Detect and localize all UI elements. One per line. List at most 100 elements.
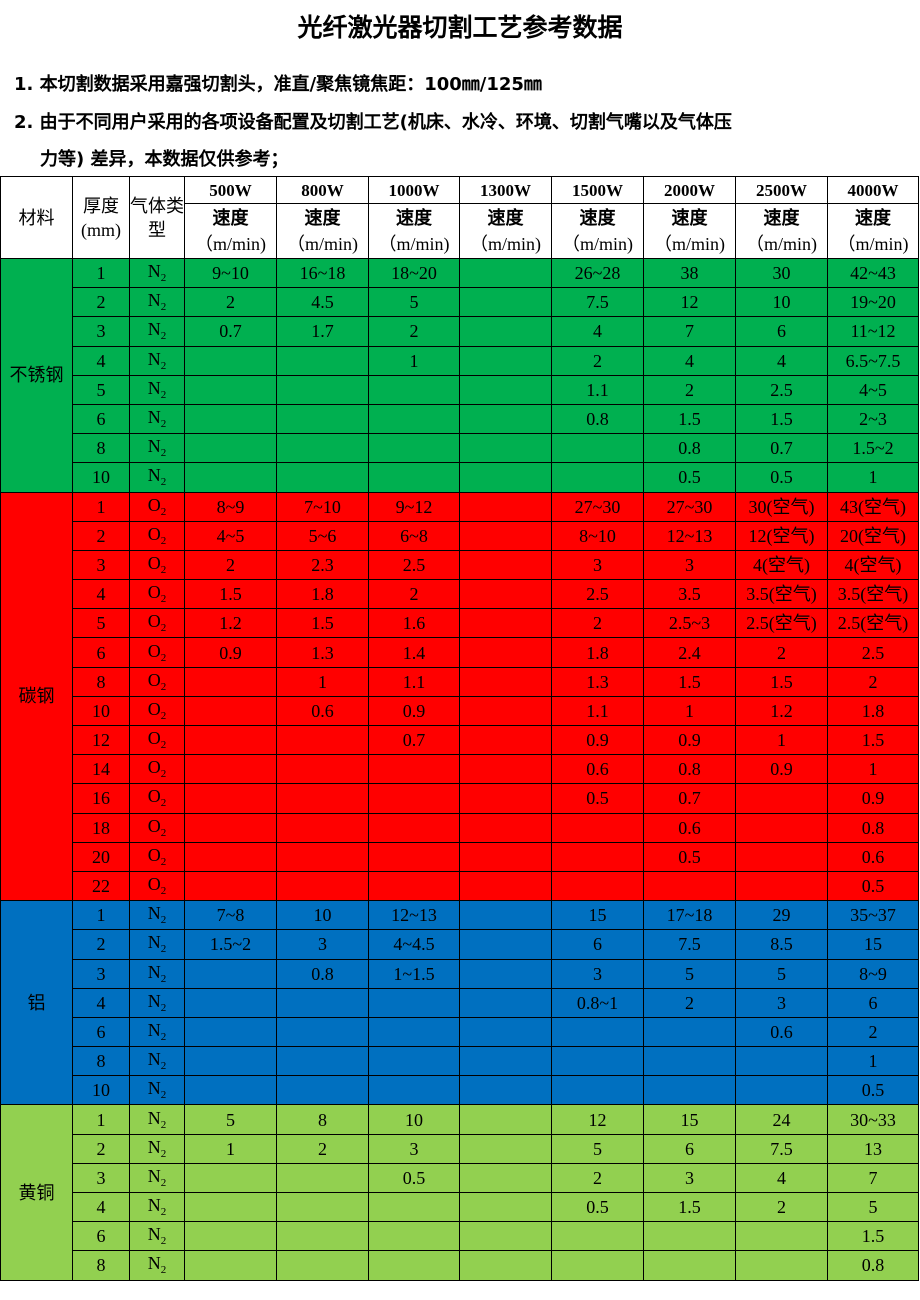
speed-cell [551,1221,644,1252]
speed-label: 速度 [579,208,616,228]
speed-cell [459,1133,552,1164]
thickness-cell: 6 [72,403,130,435]
speed-cell [184,958,277,989]
header-speed-unit: 速度 （m/min) [459,203,552,259]
gas-cell: O2 [129,783,185,814]
speed-cell: 3 [276,929,369,960]
speed-cell: 10 [735,287,828,318]
speed-cell [459,870,552,902]
speed-cell: 27~30 [643,491,736,522]
note-1: 1. 本切割数据采用嘉强切割头，准直/聚焦镜焦距：100㎜/125㎜ [14,74,542,95]
gas-subscript: 2 [160,359,167,372]
speed-cell: 0.9 [735,754,828,785]
speed-cell: 7 [827,1162,919,1194]
gas-subscript: 2 [160,943,167,956]
speed-cell: 1 [735,724,828,756]
table-row: 16 O2 0.5 0.7 0.9 [0,783,919,814]
speed-cell: 0.8 [827,1250,919,1281]
speed-cell [184,374,277,405]
thickness-cell: 2 [72,520,130,551]
speed-cell: 8.5 [735,929,828,960]
gas-symbol: O [147,552,161,573]
gas-symbol: N [147,1224,161,1245]
material-name: 不锈钢 [0,258,73,493]
unit-label: （m/min) [654,234,725,254]
speed-cell [551,870,644,902]
speed-cell [459,1221,552,1252]
speed-cell: 2 [643,987,736,1018]
speed-cell [551,841,644,872]
speed-cell [184,841,277,872]
speed-cell [459,520,552,551]
speed-label: 速度 [212,208,249,228]
speed-cell [551,812,644,843]
speed-cell: 2.4 [643,637,736,668]
gas-cell: N2 [129,403,185,435]
speed-cell: 12 [643,287,736,318]
gas-subscript: 2 [160,797,167,810]
header-speed-unit: 速度 （m/min) [735,203,828,259]
speed-cell [459,1191,552,1223]
speed-cell: 2 [551,608,644,639]
thickness-cell: 1 [72,900,130,931]
gas-cell: N2 [129,1250,185,1281]
table-row: 2 N2 2 4.5 5 7.5 12 10 19~20 [0,287,919,318]
speed-cell [459,403,552,435]
thickness-cell: 12 [72,724,130,756]
speed-cell: 1.1 [551,695,644,727]
gas-symbol: N [147,1165,161,1186]
speed-cell: 11~12 [827,316,919,347]
speed-cell: 4(空气) [827,549,919,581]
speed-cell [551,1075,644,1106]
speed-cell: 16~18 [276,257,369,289]
table-row: 8 N2 0.8 0.7 1.5~2 [0,433,919,464]
speed-cell: 3.5(空气) [735,579,828,610]
speed-cell [643,1075,736,1106]
speed-label: 速度 [304,208,341,228]
speed-cell: 3.5 [643,579,736,610]
speed-cell: 1.5 [643,666,736,697]
speed-cell [276,374,369,405]
gas-subscript: 2 [160,1060,167,1073]
gas-subscript: 2 [160,563,167,576]
gas-symbol: N [147,377,161,398]
thickness-cell: 6 [72,1221,130,1252]
speed-cell: 0.6 [643,812,736,843]
speed-cell [184,870,277,902]
speed-cell: 1.5 [827,724,919,756]
speed-cell: 0.9 [368,695,460,727]
gas-cell: O2 [129,549,185,581]
speed-cell [184,403,277,435]
speed-cell [368,1191,460,1223]
gas-symbol: N [147,990,161,1011]
speed-cell: 12(空气) [735,520,828,551]
speed-cell [735,1221,828,1252]
speed-cell: 0.9 [643,724,736,756]
speed-cell: 1.1 [551,374,644,405]
table-row: 黄铜 1 N2 5 8 10 12 15 24 30~33 [0,1104,919,1281]
thickness-cell: 4 [72,345,130,376]
table-row: 3 N2 0.8 1~1.5 3 5 5 8~9 [0,958,919,989]
speed-cell: 30(空气) [735,491,828,522]
speed-cell: 2 [368,579,460,610]
gas-cell: N2 [129,1191,185,1223]
speed-cell: 4 [735,1162,828,1194]
speed-cell: 6 [643,1133,736,1164]
unit-label: （m/min) [287,234,358,254]
thickness-cell: 8 [72,1046,130,1077]
speed-cell [735,870,828,902]
speed-cell [276,1162,369,1194]
speed-cell: 10 [276,900,369,931]
gas-symbol: N [147,465,161,486]
speed-cell: 2.5~3 [643,608,736,639]
thickness-cell: 10 [72,1075,130,1106]
header-power: 500W [184,176,277,204]
gas-subscript: 2 [160,680,167,693]
speed-cell: 1.5~2 [827,433,919,464]
table-row: 18 O2 0.6 0.8 [0,812,919,843]
thickness-cell: 1 [72,257,130,289]
speed-cell: 7.5 [551,287,644,318]
thickness-cell: 2 [72,1133,130,1164]
speed-cell [551,1046,644,1077]
gas-cell: O2 [129,841,185,872]
